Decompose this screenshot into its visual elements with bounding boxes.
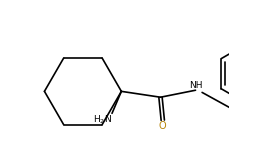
Text: H$_2$N: H$_2$N: [93, 114, 112, 126]
Text: O: O: [159, 121, 166, 131]
Text: NH: NH: [189, 81, 203, 90]
